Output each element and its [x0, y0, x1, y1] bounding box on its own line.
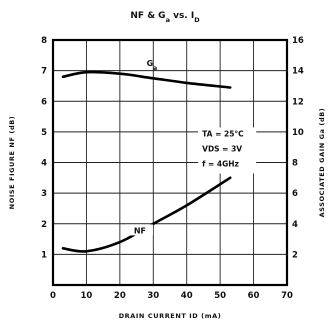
axis-titles: DRAIN CURRENT ID (mA) NOISE FIGURE NF (dB… [8, 108, 326, 320]
y-left-tick-label: 3 [41, 189, 47, 199]
condition-line: VDS = 3V [202, 144, 242, 153]
y-left-tick-label: 2 [41, 220, 47, 230]
y-left-tick-label: 1 [41, 250, 47, 260]
y-left-tick-labels: 1 2 3 4 5 6 7 8 [41, 36, 47, 260]
series-line-ga [61, 70, 232, 89]
x-tick-label: 20 [114, 291, 126, 301]
condition-line: TA = 25°C [202, 129, 244, 138]
series-label-nf: NF [134, 226, 146, 235]
y-left-tick-label: 7 [41, 67, 47, 77]
y-right-axis-title: ASSOCIATED GAIN Ga (dB) [318, 108, 326, 218]
chart-title-text: NF & Ga vs. ID [130, 11, 200, 24]
y-right-tick-label: 12 [292, 97, 304, 107]
series-line-nf [61, 176, 232, 253]
x-tick-label: 0 [50, 291, 56, 301]
x-axis-title: DRAIN CURRENT ID (mA) [119, 312, 222, 320]
x-tick-label: 40 [181, 291, 193, 301]
conditions-background [198, 127, 257, 174]
y-right-tick-labels: 2 4 6 8 10 12 14 16 [292, 36, 304, 260]
condition-line: f = 4GHz [202, 159, 239, 168]
y-right-tick-label: 2 [292, 250, 298, 260]
y-left-tick-label: 4 [41, 159, 47, 169]
y-right-tick-label: 16 [292, 36, 304, 46]
plot-border [51, 38, 289, 287]
x-tick-label: 10 [81, 291, 93, 301]
y-right-tick-label: 4 [292, 220, 298, 230]
x-tick-labels: 0 10 20 30 40 50 60 70 [50, 291, 293, 301]
y-left-tick-label: 5 [41, 128, 47, 138]
y-right-tick-label: 8 [292, 159, 298, 169]
x-tick-label: 70 [281, 291, 293, 301]
x-tick-label: 60 [248, 291, 260, 301]
conditions-annotation: TA = 25°C VDS = 3V f = 4GHz [198, 127, 257, 174]
series-lines: Ga NF [61, 59, 232, 253]
y-right-tick-label: 14 [292, 67, 304, 77]
y-left-tick-label: 6 [41, 97, 47, 107]
y-right-tick-label: 10 [292, 128, 304, 138]
y-left-tick-label: 8 [41, 36, 47, 46]
chart-title: NF & Ga vs. ID [130, 11, 200, 24]
y-right-tick-label: 6 [292, 189, 298, 199]
x-tick-label: 30 [147, 291, 159, 301]
series-label-nf-bg [126, 224, 153, 236]
plot-frame [51, 38, 289, 287]
series-label-ga: Ga [147, 59, 158, 72]
y-left-axis-title: NOISE FIGURE NF (dB) [8, 116, 16, 210]
x-tick-label: 50 [214, 291, 226, 301]
